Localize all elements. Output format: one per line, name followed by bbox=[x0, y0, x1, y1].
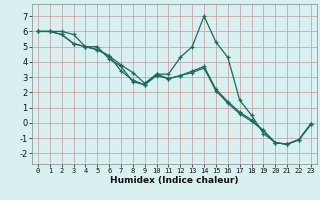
X-axis label: Humidex (Indice chaleur): Humidex (Indice chaleur) bbox=[110, 176, 239, 185]
